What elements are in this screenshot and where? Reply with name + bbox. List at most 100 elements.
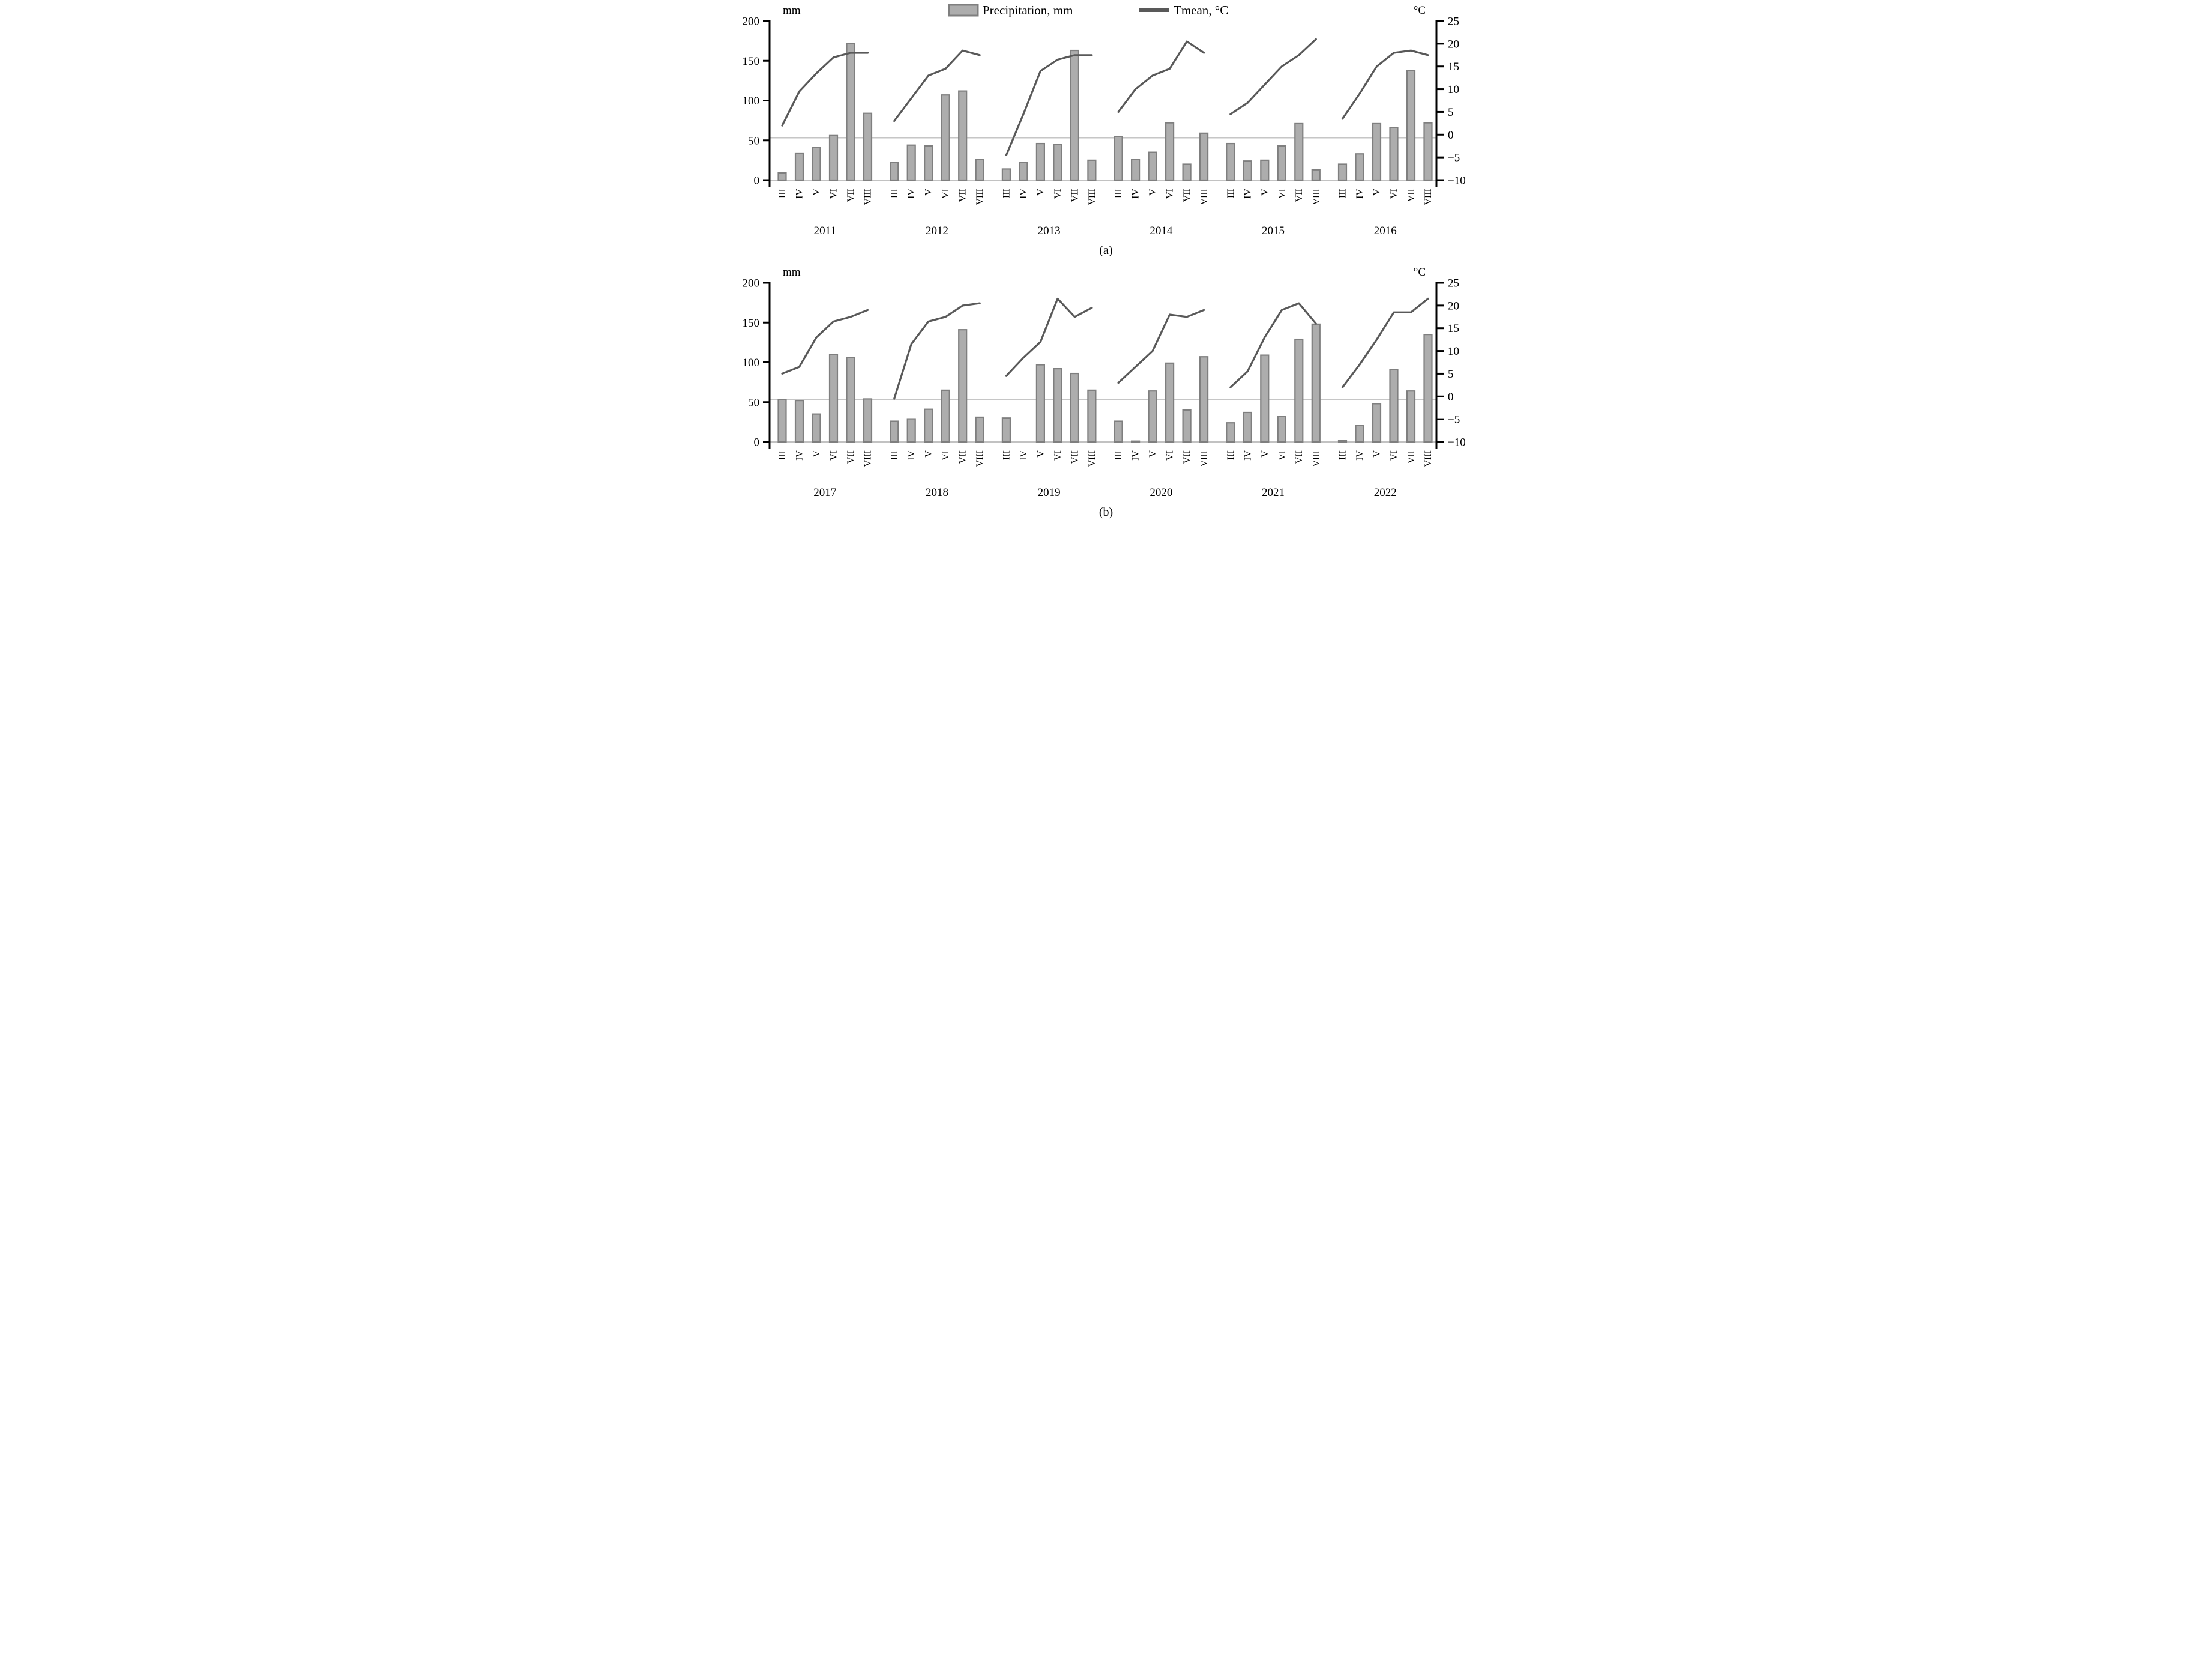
right-axis-celsius: −10 −5 0 5 10 15 20 25 °C [1413,4,1465,187]
year-label-2011: 2011 [813,225,836,237]
precip-bar-2020-VIII [1199,356,1208,443]
tmean-line-2015 [1229,38,1317,115]
month-label-2016-VI: VI [1389,189,1399,199]
precip-bar-2013-V [1035,142,1045,181]
figure-climate-chart: 0 50 100 150 200 mm −10 −5 0 5 10 15 20 25 °C Precipita… [737,0,1475,554]
tmean-line-2013 [1005,54,1093,156]
precip-bar-2015-VI [1277,145,1286,181]
month-label-2012-VII: VII [957,189,968,202]
tmean-line-2014 [1117,40,1205,113]
precip-bar-2013-III [1001,168,1011,181]
bars-2011 [777,42,872,181]
left-tick-label: 0 [753,175,759,187]
precip-bar-2012-IV [906,144,916,181]
month-label-2020-VI: VI [1165,450,1175,461]
month-label-2019-VI: VI [1052,450,1062,461]
left-tick-label: 150 [742,55,759,68]
precip-bar-2016-VII [1406,70,1415,181]
month-label-2011-IV: IV [794,189,804,199]
month-label-2020-VII: VII [1182,450,1192,464]
month-label-2011-VII: VII [846,189,856,202]
precip-bar-2022-VI [1388,369,1399,443]
month-label-2017-VI: VI [828,450,839,461]
month-label-2017-VII: VII [846,450,856,464]
precip-bar-2022-III [1337,440,1347,443]
precip-bar-2017-V [811,413,821,443]
precip-bar-2021-IV [1243,411,1252,443]
precip-bar-2019-VI [1052,368,1062,443]
right-tick-label: 10 [1448,83,1459,96]
precip-bar-2021-VIII [1311,323,1321,443]
legend: Precipitation, mm Tmean, °C [948,3,1228,17]
year-label-2015: 2015 [1262,225,1285,237]
year-label-2022: 2022 [1373,486,1396,499]
left-tick-label: 50 [748,396,759,409]
month-label-2018-VI: VI [941,450,951,461]
bars-2014 [1113,122,1208,181]
month-label-2019-VII: VII [1070,450,1080,464]
precip-bar-2012-VII [957,90,967,181]
month-label-2016-III: III [1337,189,1348,198]
year-label-2020: 2020 [1150,486,1172,499]
right-axis-celsius: −10 −5 0 5 10 15 20 25 °C [1413,266,1465,449]
month-label-2019-VIII: VIII [1086,450,1097,467]
month-label-2016-VII: VII [1406,189,1416,202]
precip-bar-2015-III [1225,142,1235,181]
precip-bar-2020-V [1147,390,1157,443]
month-label-2015-VIII: VIII [1311,189,1321,205]
precip-bar-2018-VIII [975,416,984,443]
month-label-2015-VII: VII [1294,189,1304,202]
month-label-2015-V: V [1259,189,1270,196]
precip-bar-2016-VI [1388,127,1399,181]
month-label-2021-VII: VII [1294,450,1304,464]
precip-bar-2017-VIII [863,398,872,443]
month-label-2019-IV: IV [1018,450,1028,461]
month-label-2012-VI: VI [941,189,951,199]
precip-bar-2022-V [1372,403,1381,443]
month-label-2016-IV: IV [1355,189,1365,199]
precip-bar-2011-V [811,147,821,181]
precip-bar-2012-III [889,162,899,181]
month-label-2020-IV: IV [1130,450,1141,461]
month-label-2015-III: III [1225,189,1235,198]
precip-bar-2017-IV [794,400,804,443]
month-label-2017-VIII: VIII [863,450,873,467]
month-label-2020-III: III [1114,450,1124,460]
month-label-2013-VI: VI [1052,189,1062,199]
right-axis-unit-label: °C [1413,4,1425,17]
month-label-2018-VII: VII [957,450,968,464]
precip-bar-2017-III [777,399,787,443]
precip-bar-2011-VIII [863,112,872,181]
precip-bar-2018-VI [941,389,950,443]
month-label-2015-IV: IV [1243,189,1253,199]
year-label-2021: 2021 [1262,486,1285,499]
tmean-line-2018 [893,302,981,400]
month-label-2012-V: V [923,189,933,196]
caption-b: (b) [738,502,1475,526]
month-label-2016-V: V [1372,189,1382,196]
month-label-2011-VI: VI [828,189,839,199]
month-label-2014-VIII: VIII [1199,189,1209,205]
month-label-2020-VIII: VIII [1199,450,1209,467]
year-label-2013: 2013 [1037,225,1060,237]
precip-bar-2014-IV [1130,159,1140,181]
month-label-2012-VIII: VIII [975,189,985,205]
precip-bar-2014-V [1147,151,1157,181]
precip-bar-2020-III [1113,420,1123,443]
precip-bar-2016-V [1372,122,1381,181]
month-label-2013-V: V [1035,189,1046,196]
left-axis-mm: 0 50 100 150 200 mm [742,266,800,449]
right-tick-label: 15 [1448,322,1459,335]
bars-2015 [1225,122,1321,181]
precip-bar-2019-V [1035,364,1045,443]
left-tick-label: 150 [742,317,759,330]
bars-2022 [1337,334,1433,443]
bars-2019 [1001,364,1097,443]
month-label-2019-V: V [1035,450,1046,458]
month-label-2022-IV: IV [1355,450,1365,461]
right-tick-label: −10 [1448,437,1466,449]
year-label-2018: 2018 [925,486,948,499]
panel-b-host: 0 50 100 150 200 mm −10 −5 0 5 10 15 20 25 °C III IV V VI V… [738,264,1475,502]
tmean-line-2011 [780,52,869,127]
